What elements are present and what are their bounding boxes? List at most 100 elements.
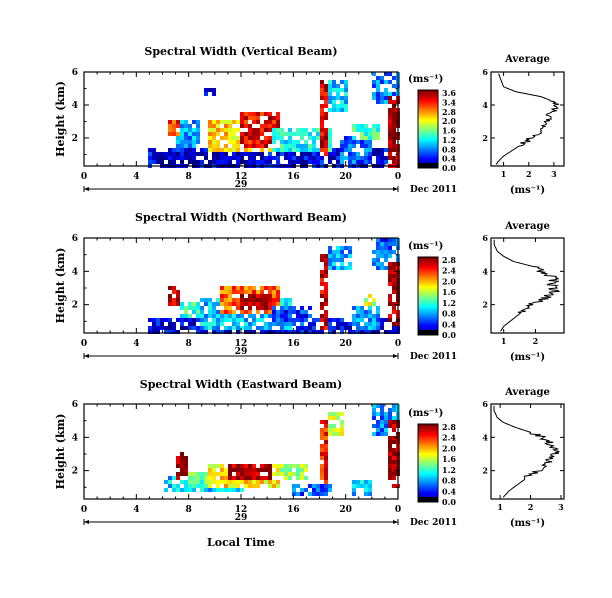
y-axis-label: Height (km) — [54, 414, 67, 490]
heatmap-cell — [320, 452, 324, 456]
heatmap-cell — [208, 148, 212, 152]
heatmap-cell — [340, 432, 344, 436]
heatmap-cell — [392, 428, 396, 432]
heatmap-cell — [252, 314, 256, 318]
heatmap-cell — [340, 80, 344, 84]
heatmap-cell — [204, 152, 208, 156]
heatmap-cell — [232, 476, 236, 480]
heatmap-cell — [212, 480, 216, 484]
heatmap-cell — [376, 330, 380, 334]
heatmap-cell — [208, 468, 212, 472]
colorbar-swatch — [418, 264, 438, 268]
heatmap-cell — [264, 140, 268, 144]
heatmap-cell — [376, 404, 380, 408]
heatmap-cell — [168, 286, 172, 290]
heatmap-cell — [392, 326, 396, 330]
heatmap-cell — [252, 116, 256, 120]
heatmap-cell — [220, 160, 224, 164]
heatmap-cell — [268, 476, 272, 480]
heatmap-cell — [192, 302, 196, 306]
heatmap-cell — [272, 290, 276, 294]
heatmap-cell — [184, 136, 188, 140]
heatmap-cell — [176, 156, 180, 160]
heatmap-cell — [332, 96, 336, 100]
colorbar-unit: (ms⁻¹) — [408, 408, 443, 419]
heatmap-cell — [380, 246, 384, 250]
colorbar-swatch — [418, 431, 438, 435]
heatmap-cell — [244, 476, 248, 480]
heatmap-cell — [376, 420, 380, 424]
heatmap-cell — [368, 318, 372, 322]
heatmap-cell — [380, 432, 384, 436]
heatmap-cell — [180, 160, 184, 164]
heatmap-cell — [328, 148, 332, 152]
heatmap-cell — [332, 318, 336, 322]
heatmap-cell — [176, 144, 180, 148]
day-label: 29 — [235, 347, 248, 357]
heatmap-cell — [184, 484, 188, 488]
heatmap-cell — [328, 128, 332, 132]
heatmap-cell — [260, 476, 264, 480]
heatmap-cell — [248, 160, 252, 164]
heatmap-cell — [332, 250, 336, 254]
heatmap-cell — [380, 412, 384, 416]
heatmap-cell — [292, 306, 296, 310]
heatmap-cell — [264, 144, 268, 148]
heatmap-cell — [348, 156, 352, 160]
heatmap-cell — [388, 156, 392, 160]
heatmap-cell — [248, 464, 252, 468]
heatmap-cell — [188, 318, 192, 322]
heatmap-cell — [224, 120, 228, 124]
heatmap-cell — [192, 322, 196, 326]
heatmap-cell — [160, 152, 164, 156]
heatmap-cell — [324, 326, 328, 330]
colorbar-black-end — [418, 330, 438, 335]
heatmap-cell — [268, 472, 272, 476]
heatmap-cell — [372, 258, 376, 262]
heatmap-cell — [388, 250, 392, 254]
heatmap-cell — [384, 96, 388, 100]
heatmap-cell — [268, 294, 272, 298]
x-tick-label: 4 — [133, 505, 139, 515]
heatmap-cell — [172, 160, 176, 164]
heatmap-cell — [376, 92, 380, 96]
heatmap-cell — [336, 160, 340, 164]
heatmap-cell — [268, 112, 272, 116]
heatmap-cell — [220, 310, 224, 314]
colorbar-swatch — [418, 480, 438, 483]
heatmap-cell — [264, 298, 268, 302]
heatmap-cell — [372, 250, 376, 254]
heatmap-cell — [388, 464, 392, 468]
heatmap-cell — [380, 408, 384, 412]
heatmap-cell — [276, 290, 280, 294]
heatmap-cell — [324, 274, 328, 278]
heatmap-cell — [344, 140, 348, 144]
heatmap-cell — [324, 128, 328, 132]
colorbar-swatch — [418, 307, 438, 311]
heatmap-cell — [276, 124, 280, 128]
heatmap-cell — [244, 112, 248, 116]
colorbar-swatch — [418, 301, 438, 305]
heatmap-cell — [260, 464, 264, 468]
heatmap-cell — [228, 330, 232, 334]
heatmap-cell — [276, 302, 280, 306]
heatmap-cell — [368, 294, 372, 298]
heatmap-cell — [368, 156, 372, 160]
heatmap-cell — [316, 488, 320, 492]
colorbar-swatch — [418, 317, 438, 320]
heatmap-cell — [272, 298, 276, 302]
heatmap-cell — [288, 322, 292, 326]
heatmap-cell — [368, 132, 372, 136]
heatmap-cell — [180, 472, 184, 476]
heatmap-cell — [284, 306, 288, 310]
heatmap-cell — [268, 136, 272, 140]
heatmap-cell — [212, 330, 216, 334]
heatmap-cell — [260, 480, 264, 484]
heatmap-cell — [292, 318, 296, 322]
heatmap-cell — [284, 298, 288, 302]
heatmap-cell — [180, 124, 184, 128]
heatmap-cell — [324, 96, 328, 100]
heatmap-cell — [340, 330, 344, 334]
colorbar-swatch — [418, 123, 438, 126]
x-tick-label: 8 — [186, 505, 192, 515]
